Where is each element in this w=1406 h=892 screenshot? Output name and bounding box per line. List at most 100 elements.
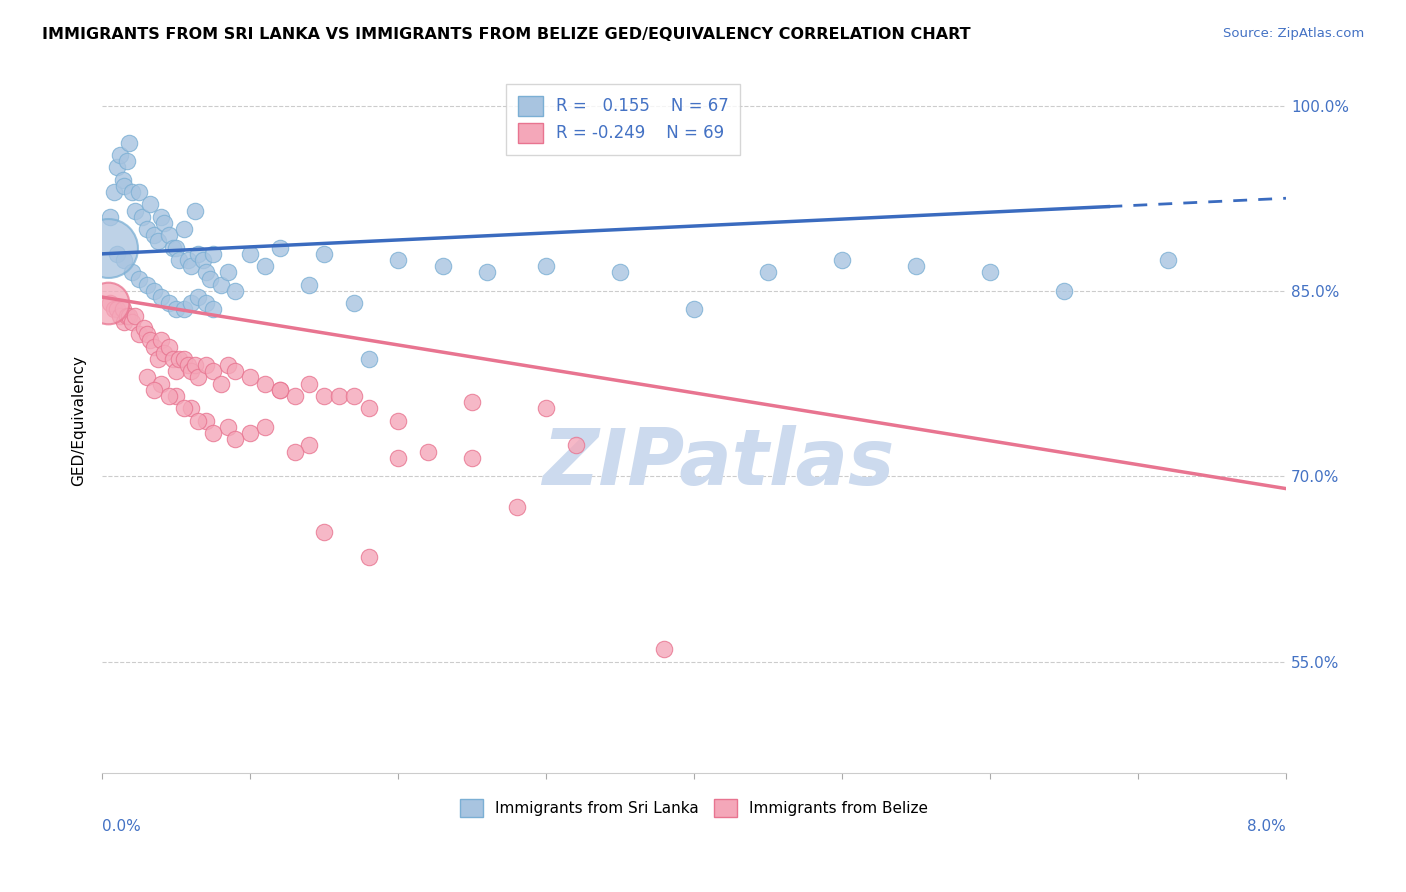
- Point: [173, 302, 195, 317]
- Point: [253, 259, 276, 273]
- Point: [118, 136, 141, 150]
- Point: [194, 414, 217, 428]
- Point: [416, 444, 439, 458]
- Point: [461, 450, 484, 465]
- Point: [357, 401, 380, 416]
- Point: [143, 284, 166, 298]
- Point: [202, 425, 225, 440]
- Point: [475, 265, 498, 279]
- Point: [108, 309, 131, 323]
- Point: [191, 253, 214, 268]
- Point: [180, 401, 202, 416]
- Point: [135, 222, 157, 236]
- Point: [150, 334, 173, 348]
- Point: [357, 549, 380, 564]
- Point: [103, 185, 125, 199]
- Point: [194, 265, 217, 279]
- Point: [269, 383, 291, 397]
- Point: [202, 247, 225, 261]
- Point: [97, 241, 120, 255]
- Point: [148, 351, 170, 366]
- Point: [111, 172, 134, 186]
- Point: [138, 334, 160, 348]
- Point: [167, 253, 190, 268]
- Point: [534, 259, 557, 273]
- Point: [117, 154, 139, 169]
- Point: [1156, 253, 1178, 268]
- Point: [343, 389, 366, 403]
- Point: [177, 253, 200, 268]
- Point: [180, 364, 202, 378]
- Point: [180, 259, 202, 273]
- Point: [314, 389, 336, 403]
- Point: [224, 284, 246, 298]
- Point: [117, 309, 139, 323]
- Point: [461, 395, 484, 409]
- Point: [194, 296, 217, 310]
- Point: [609, 265, 631, 279]
- Point: [173, 401, 195, 416]
- Point: [118, 309, 141, 323]
- Text: ZIPatlas: ZIPatlas: [541, 425, 894, 501]
- Point: [387, 253, 409, 268]
- Point: [157, 228, 180, 243]
- Point: [217, 358, 239, 372]
- Point: [184, 358, 207, 372]
- Point: [177, 358, 200, 372]
- Point: [128, 327, 150, 342]
- Point: [357, 351, 380, 366]
- Point: [153, 345, 176, 359]
- Point: [105, 302, 128, 317]
- Point: [298, 277, 321, 292]
- Point: [98, 210, 121, 224]
- Point: [121, 265, 143, 279]
- Point: [97, 296, 120, 310]
- Point: [831, 253, 853, 268]
- Point: [654, 642, 676, 657]
- Point: [269, 383, 291, 397]
- Text: IMMIGRANTS FROM SRI LANKA VS IMMIGRANTS FROM BELIZE GED/EQUIVALENCY CORRELATION : IMMIGRANTS FROM SRI LANKA VS IMMIGRANTS …: [42, 27, 970, 42]
- Point: [173, 351, 195, 366]
- Point: [111, 302, 134, 317]
- Point: [187, 414, 209, 428]
- Point: [124, 309, 146, 323]
- Point: [153, 216, 176, 230]
- Point: [187, 370, 209, 384]
- Point: [328, 389, 350, 403]
- Point: [564, 438, 586, 452]
- Point: [165, 302, 187, 317]
- Text: 0.0%: 0.0%: [103, 819, 141, 833]
- Point: [121, 185, 143, 199]
- Point: [167, 351, 190, 366]
- Point: [202, 364, 225, 378]
- Point: [224, 432, 246, 446]
- Text: Source: ZipAtlas.com: Source: ZipAtlas.com: [1223, 27, 1364, 40]
- Point: [135, 370, 157, 384]
- Point: [314, 524, 336, 539]
- Point: [202, 302, 225, 317]
- Point: [184, 203, 207, 218]
- Point: [217, 419, 239, 434]
- Point: [165, 389, 187, 403]
- Point: [284, 389, 307, 403]
- Point: [132, 321, 155, 335]
- Point: [128, 185, 150, 199]
- Point: [187, 247, 209, 261]
- Y-axis label: GED/Equivalency: GED/Equivalency: [72, 355, 86, 486]
- Point: [162, 241, 184, 255]
- Point: [343, 296, 366, 310]
- Point: [534, 401, 557, 416]
- Point: [505, 500, 527, 515]
- Point: [121, 315, 143, 329]
- Point: [180, 296, 202, 310]
- Point: [1053, 284, 1076, 298]
- Point: [298, 438, 321, 452]
- Point: [314, 247, 336, 261]
- Point: [105, 247, 128, 261]
- Point: [979, 265, 1001, 279]
- Point: [756, 265, 779, 279]
- Point: [157, 339, 180, 353]
- Point: [165, 364, 187, 378]
- Point: [905, 259, 928, 273]
- Point: [143, 339, 166, 353]
